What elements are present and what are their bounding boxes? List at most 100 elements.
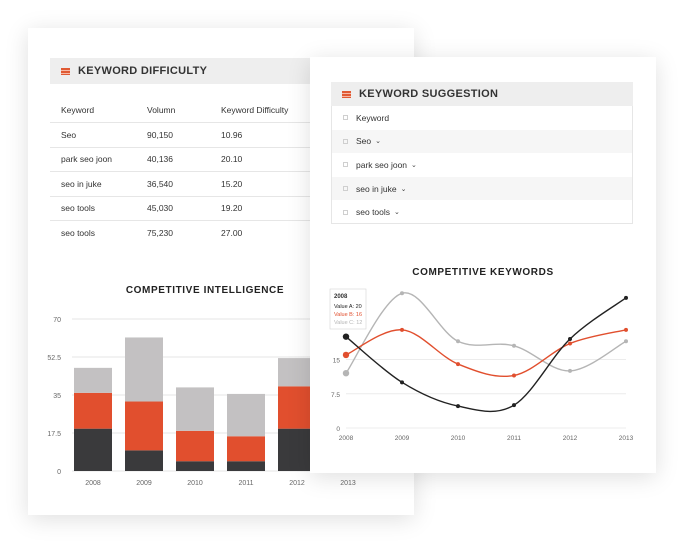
- difficulty-cell: 10.96: [210, 122, 312, 148]
- y-tick-label: 17.5: [47, 431, 61, 438]
- competitive-keywords-title: COMPETITIVE KEYWORDS: [412, 267, 554, 278]
- keyword-suggestion-list: Keyword Seo ⌄ park seo joon ⌄ seo in juk…: [331, 106, 633, 224]
- y-tick-label: 7.5: [331, 392, 340, 399]
- bar-segment: [278, 386, 316, 429]
- x-tick-label: 2010: [187, 480, 203, 487]
- keyword-suggestion-title: KEYWORD SUGGESTION: [359, 88, 499, 100]
- data-point: [342, 351, 350, 359]
- table-row: park seo joon 40,136 20.10: [50, 147, 312, 172]
- tooltip-line: Value B: 16: [334, 312, 362, 318]
- chevron-down-icon[interactable]: ⌄: [411, 161, 417, 169]
- column-header: Volumn: [136, 98, 210, 123]
- y-tick-label: 35: [53, 393, 61, 400]
- x-tick-label: 2011: [507, 435, 521, 442]
- x-tick-label: 2013: [619, 435, 634, 442]
- checkbox-icon[interactable]: [343, 115, 348, 121]
- data-point: [568, 341, 572, 346]
- bar-segment: [74, 367, 112, 393]
- bar-segment: [176, 430, 214, 462]
- list-item-label: Seo: [356, 136, 372, 147]
- difficulty-cell: 27.00: [221, 228, 243, 238]
- series-line: [345, 292, 627, 374]
- bar-segment: [227, 461, 265, 471]
- keyword-difficulty-table: Keyword Volumn Keyword Difficulty Seo 90…: [50, 98, 312, 245]
- keyword-suggestion-card: KEYWORD SUGGESTION Keyword Seo ⌄ park se…: [310, 57, 656, 473]
- volume-cell: 90,150: [136, 122, 210, 148]
- table-row: seo tools 75,230 27.00: [50, 221, 312, 246]
- bar-segment: [227, 393, 265, 437]
- competitive-intelligence-chart: 0 17.5 35 52.5 70 2008 2009 2010 2011 2012 2013: [47, 317, 414, 487]
- table-header-row: Keyword Volumn Keyword Difficulty: [50, 98, 312, 123]
- keyword-difficulty-header: KEYWORD DIFFICULTY: [50, 58, 310, 84]
- list-item-label: park seo joon: [356, 159, 408, 170]
- bar-segment: [227, 436, 265, 462]
- chevron-down-icon[interactable]: ⌄: [394, 209, 400, 217]
- x-tick-label: 2008: [339, 435, 354, 442]
- x-tick-label: 2011: [238, 480, 253, 487]
- series-line: [345, 297, 627, 413]
- data-point: [512, 343, 516, 348]
- y-tick-label: 70: [53, 317, 61, 324]
- bar-segment: [278, 428, 316, 471]
- column-header: Keyword Difficulty: [210, 98, 312, 123]
- list-icon: [342, 90, 351, 98]
- data-point: [512, 403, 516, 408]
- x-tick-label: 2009: [136, 480, 152, 487]
- difficulty-cell: 15.20: [210, 171, 312, 197]
- x-tick-label: 2008: [85, 480, 101, 487]
- data-point: [456, 339, 460, 344]
- list-header-label: Keyword: [356, 112, 390, 123]
- list-item[interactable]: Seo ⌄: [332, 129, 632, 154]
- y-tick-label: 52.5: [47, 355, 61, 362]
- keyword-suggestion-header: KEYWORD SUGGESTION: [331, 82, 633, 106]
- column-header: Keyword: [50, 98, 136, 123]
- data-point: [624, 295, 628, 300]
- difficulty-cell: 20.10: [210, 147, 312, 172]
- keyword-difficulty-title: KEYWORD DIFFICULTY: [78, 65, 208, 77]
- x-tick-label: 2010: [451, 435, 466, 442]
- checkbox-icon[interactable]: [343, 138, 348, 144]
- keyword-cell: seo tools: [61, 228, 96, 238]
- x-tick-label: 2013: [340, 480, 356, 487]
- checkbox-icon[interactable]: [343, 162, 348, 168]
- keyword-cell: Seo: [50, 122, 136, 148]
- table-row: Seo 90,150 10.96: [50, 122, 312, 148]
- y-tick-label: 0: [336, 426, 340, 433]
- data-point: [400, 291, 404, 296]
- data-point: [400, 380, 404, 385]
- difficulty-cell: 19.20: [210, 196, 312, 221]
- tooltip-box: [329, 288, 367, 330]
- series-line: [345, 329, 627, 377]
- checkbox-icon[interactable]: [343, 209, 348, 215]
- competitive-intelligence-title: COMPETITIVE INTELLIGENCE: [125, 285, 285, 296]
- list-icon: [61, 67, 70, 75]
- keyword-cell: seo in juke: [50, 171, 136, 197]
- bar-segment: [125, 401, 163, 451]
- list-item[interactable]: seo tools ⌄: [332, 200, 632, 224]
- table-row: seo in juke 36,540 15.20: [50, 171, 312, 197]
- competitive-keywords-chart: 0 7.5 15 2008 2009 2010 2011 2012 2013 2008 Value …: [329, 288, 634, 442]
- volume-cell: 40,136: [136, 147, 210, 172]
- data-point: [624, 327, 628, 332]
- bar-segment: [278, 358, 316, 387]
- bar-segment: [125, 337, 163, 402]
- list-item[interactable]: park seo joon ⌄: [332, 153, 632, 177]
- list-item-label: seo in juke: [356, 183, 397, 194]
- checkbox-icon[interactable]: [343, 186, 348, 192]
- bar-segment: [176, 387, 214, 431]
- bar-segment: [125, 450, 163, 471]
- data-point: [568, 368, 572, 373]
- table-row: seo tools 45,030 19.20: [50, 196, 312, 221]
- x-tick-label: 2012: [563, 435, 578, 442]
- chevron-down-icon[interactable]: ⌄: [400, 185, 407, 193]
- tooltip-line: Value C: 12: [334, 320, 362, 326]
- volume-cell: 45,030: [136, 196, 210, 221]
- volume-cell: 36,540: [136, 171, 210, 197]
- list-item-label: seo tools: [356, 207, 391, 218]
- list-item[interactable]: seo in juke ⌄: [332, 176, 632, 201]
- bar-segment: [74, 428, 112, 471]
- bar-segment: [74, 392, 112, 429]
- chevron-down-icon[interactable]: ⌄: [375, 138, 381, 146]
- y-tick-label: 15: [333, 358, 341, 365]
- x-tick-label: 2009: [395, 435, 410, 442]
